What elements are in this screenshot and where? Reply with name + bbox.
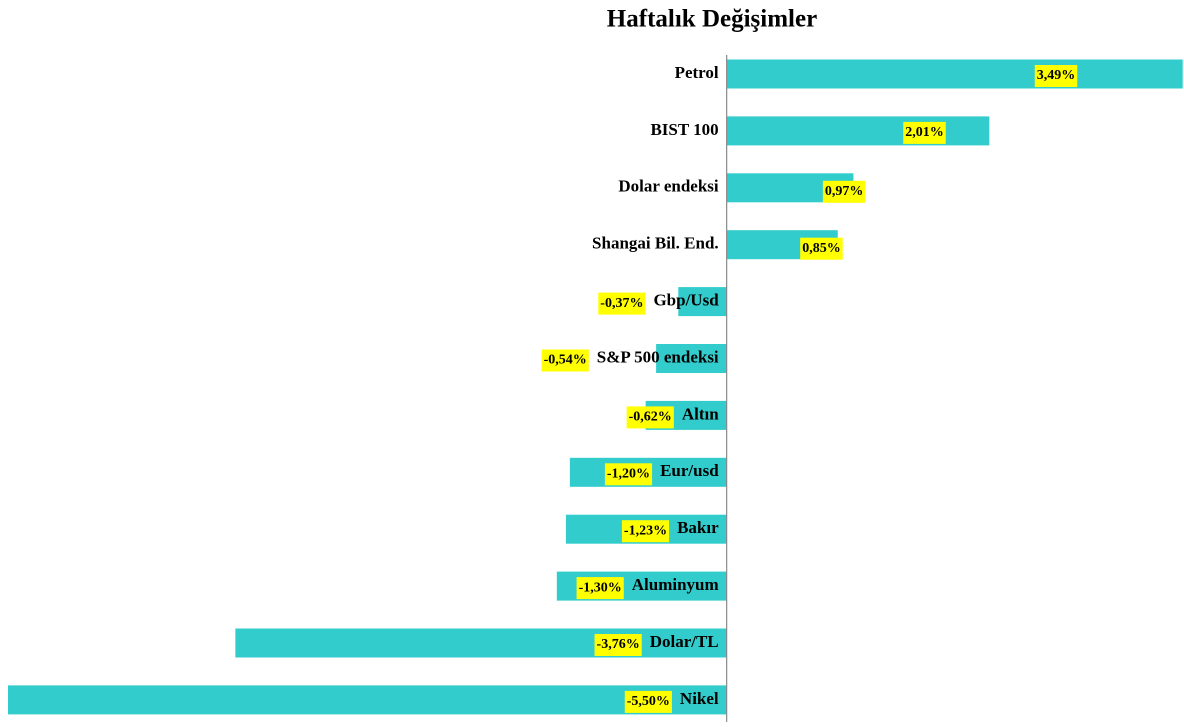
value-label-bg: [604, 463, 653, 486]
value-label: 0,97%: [825, 184, 864, 199]
value-label: 2,01%: [905, 125, 944, 140]
bar: [656, 344, 727, 373]
value-label-bg: [594, 634, 642, 656]
value-label: -1,20%: [607, 467, 650, 482]
value-label-bg: [621, 520, 670, 543]
value-label-bg: [576, 577, 624, 600]
value-label: -0,62%: [629, 410, 672, 425]
chart-title: Haftalık Değişimler: [607, 6, 817, 33]
category-label: Dolar endeksi: [618, 177, 719, 196]
category-label: Aluminyum: [632, 575, 719, 594]
category-label: Petrol: [675, 63, 719, 82]
value-label: -3,76%: [597, 637, 640, 652]
category-label: S&P 500 endeksi: [597, 347, 719, 366]
category-label: Dolar/TL: [650, 632, 719, 651]
value-label: -5,50%: [627, 694, 670, 709]
value-label: -0,37%: [600, 296, 643, 311]
bar: [726, 116, 990, 146]
value-label-bg: [598, 292, 646, 315]
value-label-bg: [624, 690, 672, 713]
value-label-bg: [800, 237, 843, 260]
value-label-bg: [541, 349, 589, 372]
category-label: Nikel: [680, 689, 719, 708]
value-label-bg: [626, 406, 674, 429]
bar: [235, 628, 727, 658]
category-label: Eur/usd: [660, 461, 719, 480]
bar: [726, 59, 1183, 89]
category-label: Gbp/Usd: [653, 291, 719, 310]
value-label: -0,54%: [544, 353, 587, 368]
value-label: 3,49%: [1037, 68, 1076, 83]
value-label: -1,30%: [579, 580, 622, 595]
value-label-bg: [903, 121, 946, 144]
category-label: Altın: [682, 404, 719, 423]
category-label: Bakır: [677, 518, 719, 537]
value-label: 0,85%: [802, 241, 841, 256]
value-label: -1,23%: [624, 523, 667, 538]
bar: [678, 287, 727, 317]
value-label-bg: [822, 180, 866, 203]
bar: [8, 685, 727, 715]
category-label: BIST 100: [650, 120, 718, 139]
value-label-bg: [1034, 65, 1078, 87]
category-label: Shangai Bil. End.: [592, 234, 719, 253]
